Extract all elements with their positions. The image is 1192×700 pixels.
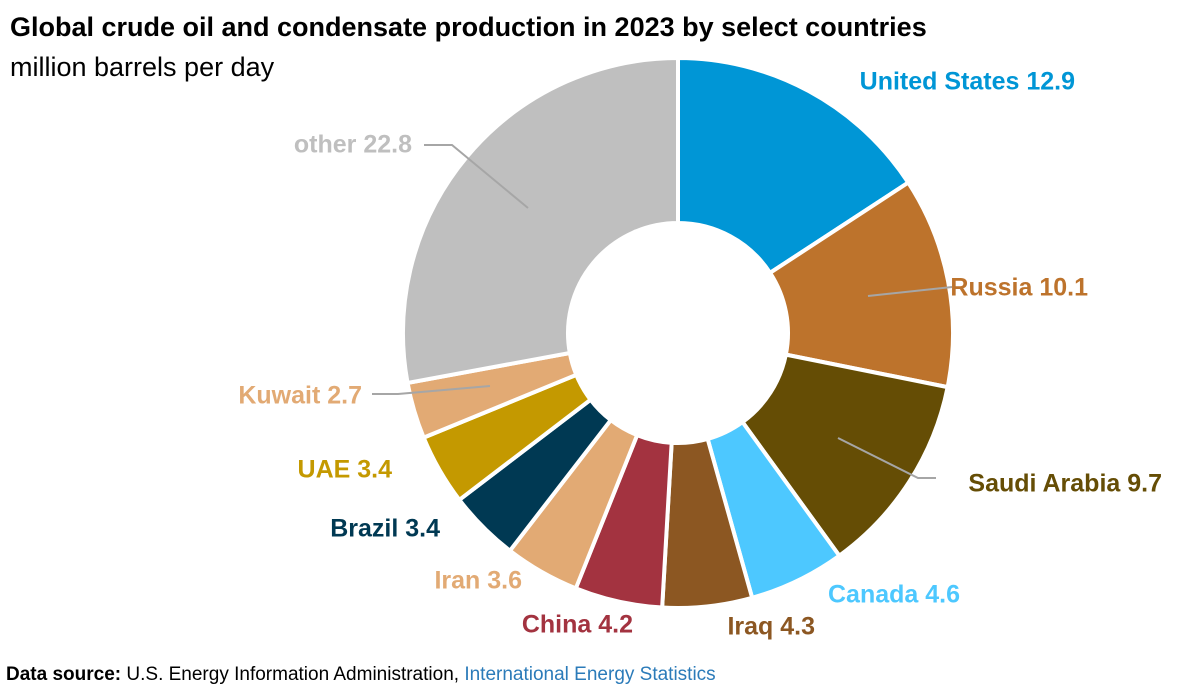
label-canada: Canada 4.6	[828, 581, 960, 609]
slice-other	[401, 55, 680, 386]
leader-line-russia	[867, 286, 953, 297]
label-russia: Russia 10.1	[950, 274, 1088, 302]
label-brazil: Brazil 3.4	[330, 515, 440, 543]
label-other: other 22.8	[294, 131, 412, 159]
label-iran: Iran 3.6	[434, 567, 522, 595]
leader-line-kuwait	[372, 385, 491, 395]
donut-chart: United States 12.9 Russia 10.1 Saudi Arabi…	[238, 55, 1162, 641]
data-source: Data source: U.S. Energy Information Adm…	[6, 664, 716, 686]
slice-russia	[767, 179, 955, 390]
leader-line-saudi-arabia	[837, 437, 936, 479]
chart-subtitle: million barrels per day	[10, 52, 275, 82]
label-saudi-arabia: Saudi Arabia 9.7	[968, 470, 1162, 498]
label-kuwait: Kuwait 2.7	[238, 382, 362, 410]
label-china: China 4.2	[522, 611, 633, 639]
label-uae: UAE 3.4	[298, 456, 393, 484]
label-united-states: United States 12.9	[860, 68, 1075, 96]
data-source-link[interactable]: International Energy Statistics	[464, 664, 716, 685]
label-iraq: Iraq 4.3	[727, 613, 815, 641]
slice-saudi-arabia	[739, 352, 950, 559]
chart-title: Global crude oil and condensate producti…	[10, 12, 927, 42]
leader-line-other	[424, 144, 529, 209]
data-source-label: Data source:	[6, 664, 122, 685]
data-source-text: U.S. Energy Information Administration,	[126, 664, 460, 685]
